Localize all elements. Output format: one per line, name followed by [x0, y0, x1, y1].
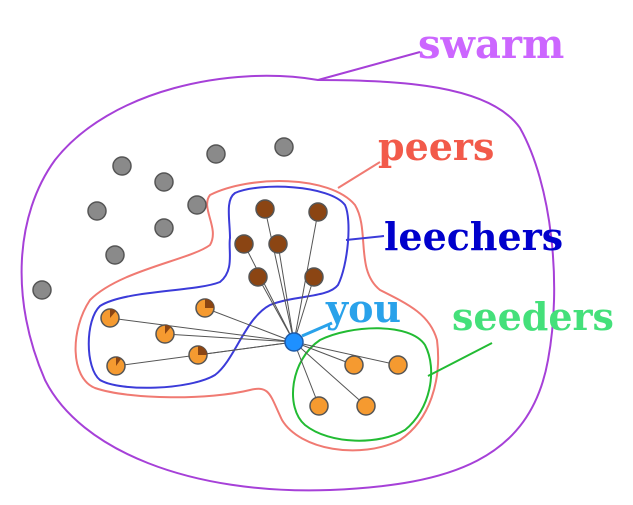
leecher-node	[100, 308, 120, 328]
swarm-label-pointer	[317, 51, 421, 81]
seeders-label-pointer	[427, 342, 493, 377]
seeder-node	[356, 396, 376, 416]
you-label: you	[325, 286, 401, 331]
swarm-node	[206, 144, 226, 164]
leecher-node	[255, 199, 275, 219]
peers-boundary	[74, 180, 440, 452]
connection-line	[109, 317, 295, 343]
connection-line	[243, 243, 295, 343]
connection-line	[293, 276, 315, 343]
peers-label-pointer	[337, 161, 381, 189]
connection-line	[257, 276, 295, 343]
swarm-node	[32, 280, 52, 300]
seeders-label: seeders	[452, 294, 614, 339]
swarm-node	[154, 172, 174, 192]
swarm-node	[87, 201, 107, 221]
leecher-node	[234, 234, 254, 254]
leecher-node	[268, 234, 288, 254]
leechers-boundary	[87, 185, 350, 389]
connection-line	[277, 243, 295, 343]
connection-line	[204, 307, 295, 343]
swarm-node	[274, 137, 294, 157]
leecher-nodes-partial	[100, 298, 215, 376]
seeder-nodes	[309, 355, 408, 416]
leecher-node	[248, 267, 268, 287]
leechers-label: leechers	[384, 214, 563, 259]
peers-label: peers	[378, 124, 494, 169]
swarm-node	[112, 156, 132, 176]
seeder-node	[388, 355, 408, 375]
seeder-node	[344, 355, 364, 375]
leecher-node	[155, 324, 175, 344]
connection-line	[164, 333, 295, 343]
connection-line	[293, 341, 320, 407]
you-node	[284, 332, 304, 352]
swarm-node	[105, 245, 125, 265]
connection-line	[264, 208, 295, 343]
leecher-node	[106, 356, 126, 376]
swarm-node	[187, 195, 207, 215]
swarm-node	[154, 218, 174, 238]
other-swarm-nodes	[32, 137, 294, 300]
you-label-pointer	[301, 321, 333, 338]
swarm-label: swarm	[418, 21, 564, 68]
seeder-node	[309, 396, 329, 416]
connection-line	[293, 341, 367, 407]
swarm-boundary	[20, 74, 556, 492]
leecher-nodes-advanced	[234, 199, 328, 287]
leecher-node	[308, 202, 328, 222]
leecher-node	[304, 267, 324, 287]
connections	[109, 208, 399, 407]
leecher-node	[188, 345, 208, 365]
leecher-node	[195, 298, 215, 318]
leechers-label-pointer	[345, 235, 385, 241]
connection-line	[293, 341, 399, 366]
connection-line	[293, 341, 355, 366]
seeders-boundary	[292, 327, 433, 442]
